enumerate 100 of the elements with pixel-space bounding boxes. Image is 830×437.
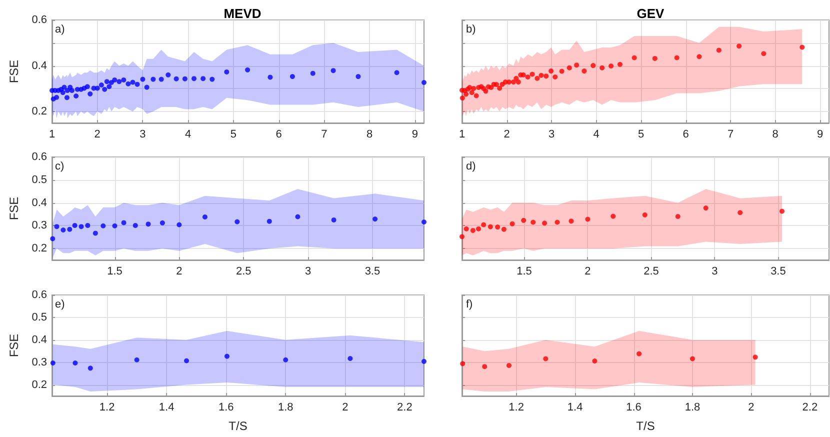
point [520, 72, 526, 78]
point [50, 236, 56, 242]
x-tick-label: 1 [458, 128, 466, 140]
point [464, 92, 469, 97]
y-tick-label: 0.6 [32, 151, 47, 163]
point [534, 76, 540, 81]
y-tick-label: 0.2 [32, 106, 47, 118]
x-tick-label: 5 [230, 128, 237, 140]
point [245, 67, 250, 72]
point [158, 76, 164, 82]
point [501, 226, 506, 232]
y-tick-label: 0.6 [32, 289, 47, 301]
x-tick-label: 1 [48, 128, 56, 140]
point [160, 220, 165, 226]
point [104, 79, 110, 84]
point [60, 90, 66, 96]
point [60, 228, 66, 233]
x-tick-label: 4 [185, 128, 192, 140]
y-tick-label: 0.5 [32, 174, 47, 186]
point [514, 76, 519, 81]
point [130, 80, 136, 85]
point [516, 80, 521, 85]
point [696, 54, 702, 60]
point [121, 220, 126, 226]
annotation: f) [466, 298, 473, 310]
point [106, 84, 112, 90]
point [348, 356, 353, 362]
point [530, 220, 536, 225]
x-tick-label: 6 [276, 128, 282, 140]
x-tick-label: 1.6 [218, 402, 234, 414]
point [330, 68, 336, 74]
point [266, 218, 272, 224]
x-axis-title: T/S [636, 419, 655, 433]
point [356, 74, 361, 80]
point [54, 224, 60, 230]
chart-title: GEV [636, 6, 665, 21]
x-tick-label: 3.5 [770, 266, 786, 278]
point [310, 70, 316, 76]
x-tick-label: 8 [366, 128, 373, 140]
point [54, 94, 60, 100]
y-tick-label: 0.2 [32, 378, 47, 391]
point [200, 76, 206, 82]
point [331, 217, 336, 222]
point [761, 51, 766, 56]
point [488, 85, 494, 90]
y-tick-label: 0.6 [32, 14, 47, 26]
point [290, 74, 295, 80]
point [652, 56, 658, 61]
x-tick-label: 1.2 [508, 402, 524, 414]
point [92, 230, 98, 236]
point [690, 356, 695, 362]
point [176, 222, 182, 228]
point [632, 55, 637, 60]
point [116, 79, 122, 84]
point [224, 354, 230, 359]
x-tick-label: 1.2 [99, 402, 115, 414]
x-tick-label: 1.6 [626, 402, 642, 414]
x-tick-label: 8 [772, 128, 778, 140]
point [752, 354, 758, 360]
point [590, 63, 596, 68]
point [460, 234, 464, 240]
x-tick-label: 1.5 [516, 266, 532, 278]
point [544, 74, 549, 79]
point [100, 223, 106, 228]
point [506, 362, 512, 368]
annotation: e) [55, 298, 65, 310]
x-tick-label: 2 [342, 402, 348, 414]
x-tick-label: 2.5 [236, 266, 252, 278]
point [94, 86, 100, 91]
y-tick-label: 0.5 [32, 311, 47, 324]
y-tick-label: 0.2 [32, 242, 47, 255]
point [394, 70, 400, 76]
point [530, 72, 535, 77]
point [72, 360, 78, 366]
x-axis-title: T/S [228, 419, 248, 433]
point [210, 76, 215, 82]
point [538, 72, 544, 78]
point [88, 91, 93, 96]
point [736, 44, 742, 49]
point [464, 226, 469, 232]
point [608, 64, 614, 69]
point [166, 72, 171, 78]
x-tick-label: 2 [176, 266, 182, 278]
point [674, 55, 680, 60]
point [67, 226, 72, 232]
x-tick-label: 2 [584, 266, 591, 278]
x-tick-label: 1.8 [278, 402, 294, 414]
point [483, 88, 488, 94]
point [800, 44, 805, 50]
point [192, 76, 196, 82]
y-tick-label: 0.4 [32, 60, 47, 72]
point [372, 216, 378, 222]
point [471, 86, 476, 91]
point [422, 358, 426, 364]
point [642, 212, 648, 218]
y-tick-label: 0.4 [32, 334, 47, 346]
point [112, 223, 118, 228]
annotation: c) [55, 160, 64, 172]
point [72, 222, 78, 228]
annotation: b) [466, 24, 476, 36]
